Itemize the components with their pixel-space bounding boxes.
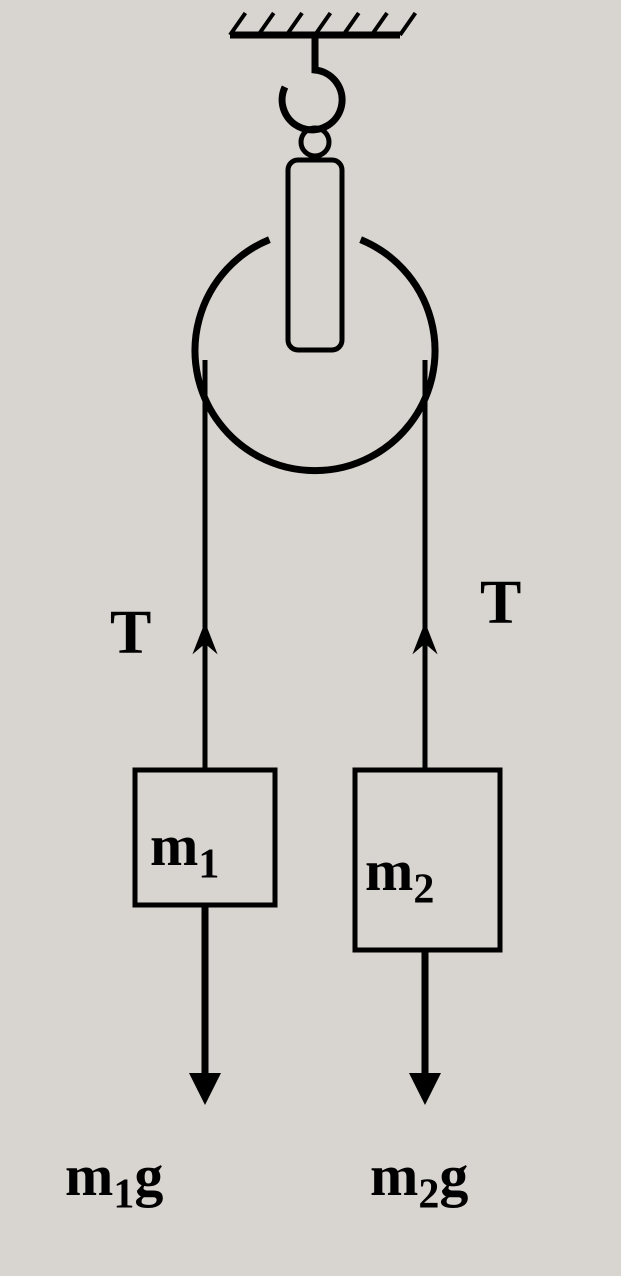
tension-label-right: T xyxy=(480,568,521,639)
weight-2-arrow xyxy=(409,950,441,1105)
atwood-machine-diagram: T T m1 m2 m1g m2g xyxy=(0,0,621,1271)
weight-1-label: m1g xyxy=(65,1142,163,1219)
tension-label-left: T xyxy=(110,598,151,669)
mass-1-label: m1 xyxy=(150,812,219,889)
ceiling xyxy=(230,13,415,35)
right-rope xyxy=(412,360,437,770)
weight-1-arrow xyxy=(189,905,221,1105)
left-rope xyxy=(192,360,217,770)
diagram-svg xyxy=(0,0,621,1271)
bracket xyxy=(288,160,342,350)
weight-2-label: m2g xyxy=(370,1142,468,1219)
hook xyxy=(282,35,342,130)
mass-2-label: m2 xyxy=(365,837,434,914)
